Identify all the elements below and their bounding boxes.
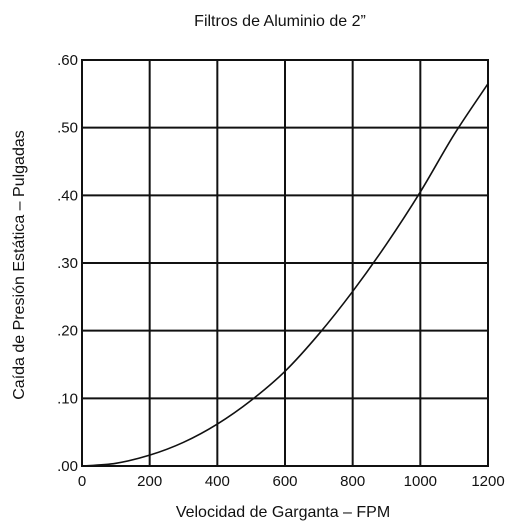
x-tick-label-2: 400: [205, 473, 230, 490]
x-tick-label-1: 200: [137, 473, 162, 490]
x-tick-label-6: 1200: [471, 473, 504, 490]
series-line-0: [81, 83, 489, 467]
x-tick-label-4: 800: [340, 473, 365, 490]
y-tick-label-1: .10: [57, 390, 78, 407]
chart-title: Filtros de Aluminio de 2”: [194, 13, 366, 30]
x-tick-label-3: 600: [272, 473, 297, 490]
x-tick-label-5: 1000: [404, 473, 437, 490]
y-tick-label-5: .50: [57, 120, 78, 137]
y-tick-label-2: .20: [57, 323, 78, 340]
series-layer: [81, 83, 489, 467]
y-tick-label-4: .40: [57, 187, 78, 204]
y-tick-labels: .00 .10 .20 .30 .40 .50 .60: [57, 52, 78, 475]
x-tick-label-0: 0: [78, 473, 86, 490]
y-tick-label-6: .60: [57, 52, 78, 69]
y-axis-label: Caída de Presión Estática – Pulgadas: [11, 130, 28, 400]
plot-frame: [81, 59, 489, 467]
y-tick-label-0: .00: [57, 458, 78, 475]
grid-layer: [82, 60, 488, 466]
y-tick-label-3: .30: [57, 255, 78, 272]
x-axis-label: Velocidad de Garganta – FPM: [176, 504, 390, 521]
x-tick-labels: 0 200 400 600 800 1000 1200: [78, 473, 505, 490]
